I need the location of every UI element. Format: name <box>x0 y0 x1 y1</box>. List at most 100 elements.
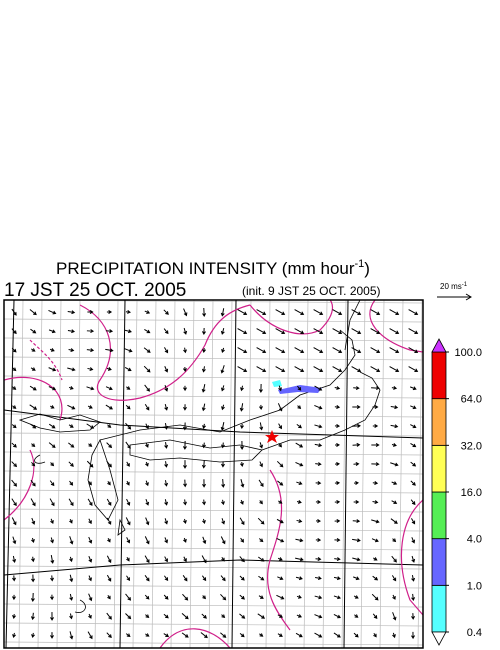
grid-line <box>189 300 195 648</box>
wind-arrow <box>221 518 226 525</box>
wind-arrow <box>409 386 417 391</box>
wind-arrow <box>106 632 112 639</box>
wind-arrow <box>164 480 169 487</box>
wind-arrow <box>410 518 416 525</box>
wind-arrow <box>220 421 225 431</box>
wind-arrow <box>258 575 265 581</box>
wind-arrow <box>353 595 359 599</box>
wind-arrow <box>202 595 206 600</box>
wind-arrow <box>30 367 36 371</box>
colorbar-label: 4.0 <box>467 534 482 546</box>
wind-arrow <box>164 499 169 506</box>
wind-arrow <box>221 442 225 449</box>
wind-arrow <box>12 386 17 390</box>
map <box>4 300 423 648</box>
wind-arrow <box>183 537 187 543</box>
wind-arrow <box>294 309 305 316</box>
grid-line <box>4 546 423 551</box>
wind-arrow <box>69 536 74 545</box>
wind-arrow <box>237 347 248 354</box>
wind-arrow <box>49 348 55 352</box>
wind-arrow <box>125 404 131 410</box>
wind-arrow <box>88 555 93 563</box>
wind-arrow <box>296 519 303 523</box>
wind-arrow <box>278 385 282 392</box>
wind-arrow <box>31 574 36 583</box>
wind-arrow <box>391 500 398 504</box>
wind-arrow <box>278 443 282 448</box>
wind-arrow <box>334 462 340 466</box>
wind-arrow <box>31 443 36 448</box>
wind-arrow <box>411 631 415 640</box>
wind-arrow <box>296 481 303 486</box>
wind-arrow <box>390 462 399 467</box>
wind-arrow <box>107 595 111 600</box>
wind-arrow <box>50 575 54 582</box>
colorbar-label: 0.4 <box>467 627 482 639</box>
wind-arrow <box>50 405 55 409</box>
wind-arrow <box>221 347 225 354</box>
wind-arrow <box>390 518 398 524</box>
wind-arrow <box>30 328 37 334</box>
wind-arrow <box>237 309 248 316</box>
wind-arrow <box>12 575 16 582</box>
wind-arrow <box>315 519 321 523</box>
wind-arrow <box>257 517 265 525</box>
wind-vectors <box>11 307 419 640</box>
wind-arrow <box>353 462 360 466</box>
wind-arrow <box>313 328 324 335</box>
wind-arrow <box>144 555 150 564</box>
wind-arrow <box>294 328 305 335</box>
wind-arrow <box>50 554 55 564</box>
wind-arrow <box>315 462 322 467</box>
wind-arrow <box>201 613 207 619</box>
wind-arrow <box>314 405 323 410</box>
wind-arrow <box>240 441 245 450</box>
colorbar-label: 32.0 <box>461 440 482 452</box>
wind-arrow <box>410 424 417 429</box>
wind-arrow <box>30 423 37 429</box>
wind-arrow <box>294 366 305 373</box>
valid-time: 17 JST 25 OCT. 2005 <box>4 280 186 301</box>
wind-arrow <box>124 367 132 372</box>
grid-line <box>208 300 214 648</box>
wind-arrow <box>389 309 400 316</box>
wind-arrow <box>201 366 206 373</box>
wind-arrow <box>68 348 75 352</box>
wind-arrow <box>410 461 417 467</box>
wind-arrow <box>106 310 113 314</box>
wind-arrow <box>12 536 17 545</box>
wind-arrow <box>389 366 400 373</box>
model-grid <box>4 300 423 648</box>
wind-arrow <box>144 403 150 411</box>
wind-arrow <box>391 555 397 563</box>
wind-arrow <box>183 385 187 392</box>
wind-arrow <box>392 632 396 639</box>
wind-arrow <box>314 385 323 391</box>
wind-arrow <box>143 347 151 353</box>
wind-arrow <box>220 365 225 374</box>
wind-arrow <box>124 329 132 334</box>
wind-arrow <box>183 460 187 469</box>
wind-arrow <box>69 593 74 601</box>
wind-arrow <box>332 366 343 373</box>
colorbar-bin <box>431 444 447 493</box>
wind-arrow <box>125 310 131 314</box>
wind-arrow <box>145 498 150 506</box>
wind-arrow <box>124 348 133 353</box>
wind-arrow <box>259 461 263 468</box>
wind-arrow <box>68 498 74 507</box>
wind-arrow <box>49 498 55 507</box>
wind-arrow <box>389 328 400 335</box>
wind-arrow <box>164 518 169 525</box>
wind-arrow <box>125 633 131 637</box>
colorbar-bin <box>431 538 447 586</box>
grid-line <box>4 603 423 608</box>
wind-arrow <box>276 537 285 543</box>
wind-arrow <box>354 614 359 618</box>
vector-key-exponent: -1 <box>462 282 468 288</box>
wind-arrow <box>106 442 113 449</box>
wind-arrow <box>391 481 398 485</box>
wind-arrow <box>239 575 245 581</box>
wind-arrow <box>145 442 149 448</box>
